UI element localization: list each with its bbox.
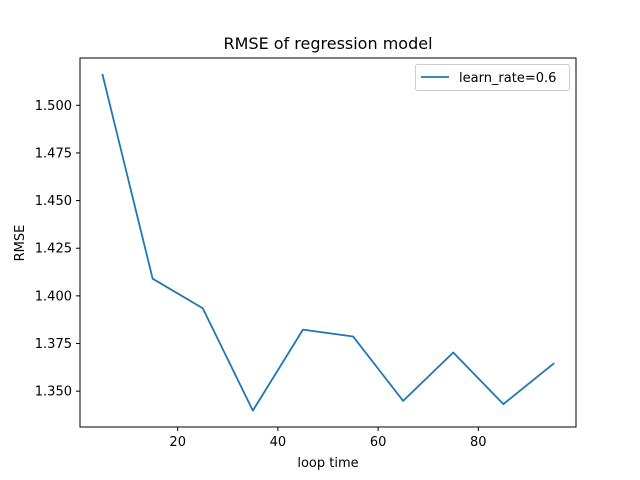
y-tick-label: 1.350: [35, 385, 72, 400]
chart-title: RMSE of regression model: [223, 34, 432, 53]
y-tick-label: 1.500: [35, 99, 72, 114]
x-tick-label: 20: [169, 435, 186, 450]
legend-label-learn-rate-0-6: learn_rate=0.6: [459, 71, 556, 86]
series-line-learn-rate-0-6: [101, 73, 555, 412]
y-tick-label: 1.450: [35, 194, 72, 209]
plot-frame: [79, 57, 577, 428]
y-tick-label: 1.400: [35, 289, 72, 304]
series-layer: [101, 73, 555, 412]
legend-box: [415, 64, 570, 91]
x-tick-label: 40: [270, 435, 287, 450]
x-tick-label: 80: [470, 435, 487, 450]
y-axis-ticks: 1.350 1.375 1.400 1.425 1.450 1.475 1.500: [35, 99, 80, 400]
x-tick-label: 60: [370, 435, 387, 450]
x-axis-ticks: 20 40 60 80: [169, 427, 487, 450]
y-tick-label: 1.425: [35, 242, 72, 257]
plot-area: 20 40 60 80 1.3501.3751.4001.4251.4501.4751…: [35, 57, 577, 450]
x-axis-label: loop time: [297, 456, 358, 471]
y-tick-label: 1.475: [35, 146, 72, 161]
y-axis-label: RMSE: [13, 225, 28, 262]
legend: learn_rate=0.6: [415, 64, 570, 91]
y-tick-label: 1.375: [35, 337, 72, 352]
